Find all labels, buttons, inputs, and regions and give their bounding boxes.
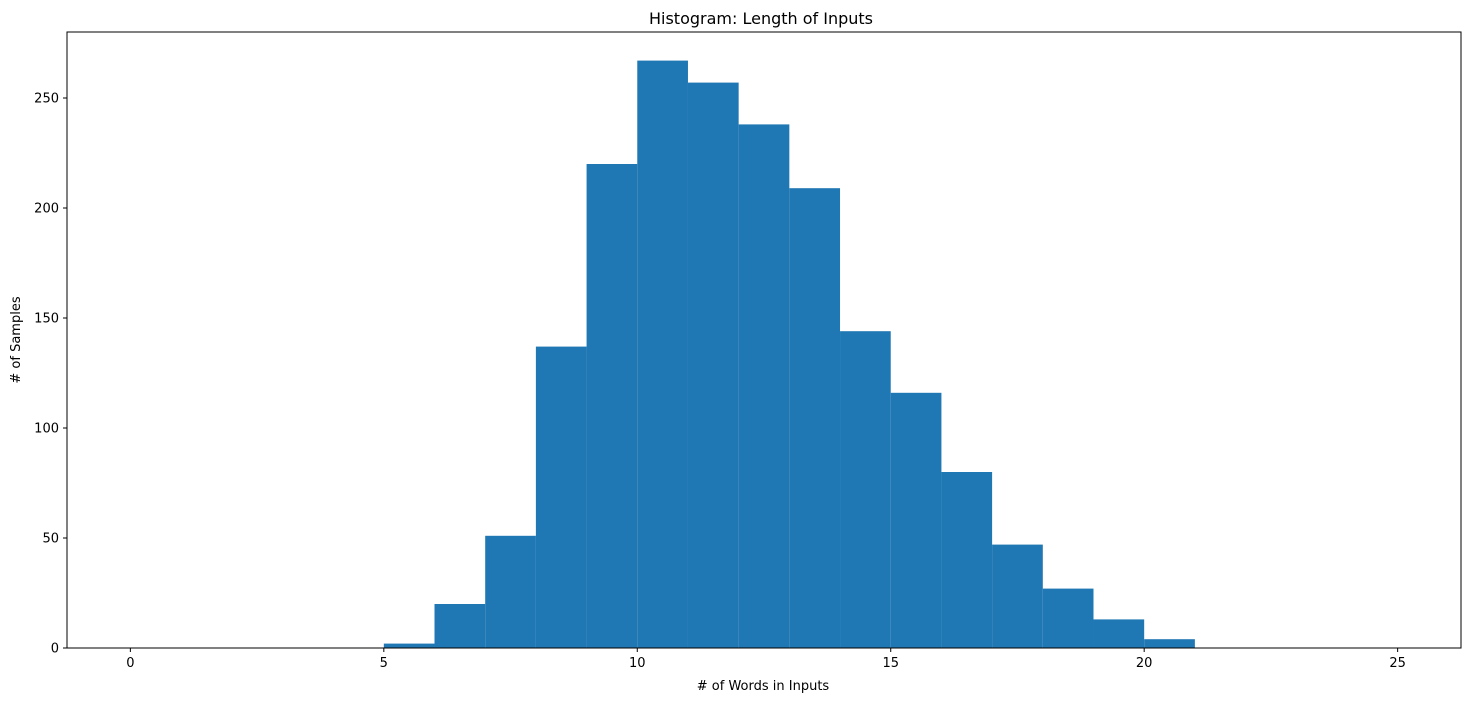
histogram-bar-5-6: [383, 643, 435, 648]
histogram-bar-8-9: [535, 346, 587, 648]
x-tick-label-15: 15: [882, 656, 899, 671]
y-axis-label: # of Samples: [9, 296, 24, 383]
y-tick-label-250: 250: [34, 92, 59, 107]
y-tick-label-50: 50: [42, 532, 59, 547]
histogram-bars: [383, 60, 1195, 649]
x-tick-label-25: 25: [1389, 656, 1406, 671]
y-tick-label-150: 150: [34, 312, 59, 327]
histogram-bar-14-15: [840, 331, 891, 648]
histogram-bar-19-20: [1093, 619, 1145, 648]
histogram-bar-10-11: [637, 60, 688, 649]
histogram-bar-15-16: [890, 392, 942, 648]
x-axis-label: # of Words in Inputs: [697, 679, 830, 694]
y-tick-label-0: 0: [51, 642, 59, 657]
plot-frame: [66, 31, 1462, 649]
x-tick-label-20: 20: [1136, 656, 1153, 671]
chart-title: Histogram: Length of Inputs: [649, 9, 873, 28]
histogram-bar-9-10: [586, 164, 638, 648]
histogram-bar-13-14: [789, 188, 841, 648]
histogram-bar-11-12: [687, 82, 739, 649]
histogram-bar-20-21: [1144, 639, 1195, 648]
y-axis-ticks: 0 50 100 150 200 250: [34, 92, 67, 657]
y-tick-label-200: 200: [34, 202, 59, 217]
histogram-bar-18-19: [1042, 588, 1094, 648]
y-tick-label-100: 100: [34, 422, 59, 437]
histogram-bar-6-7: [434, 604, 486, 648]
x-tick-label-5: 5: [380, 656, 388, 671]
x-tick-label-10: 10: [629, 656, 646, 671]
histogram-bar-12-13: [738, 124, 790, 648]
histogram-bar-7-8: [485, 535, 536, 648]
histogram-bar-17-18: [992, 544, 1043, 648]
x-tick-label-0: 0: [126, 656, 134, 671]
histogram-bar-16-17: [941, 472, 993, 648]
x-axis-ticks: 0 5 10 15 20 25: [126, 648, 1406, 671]
